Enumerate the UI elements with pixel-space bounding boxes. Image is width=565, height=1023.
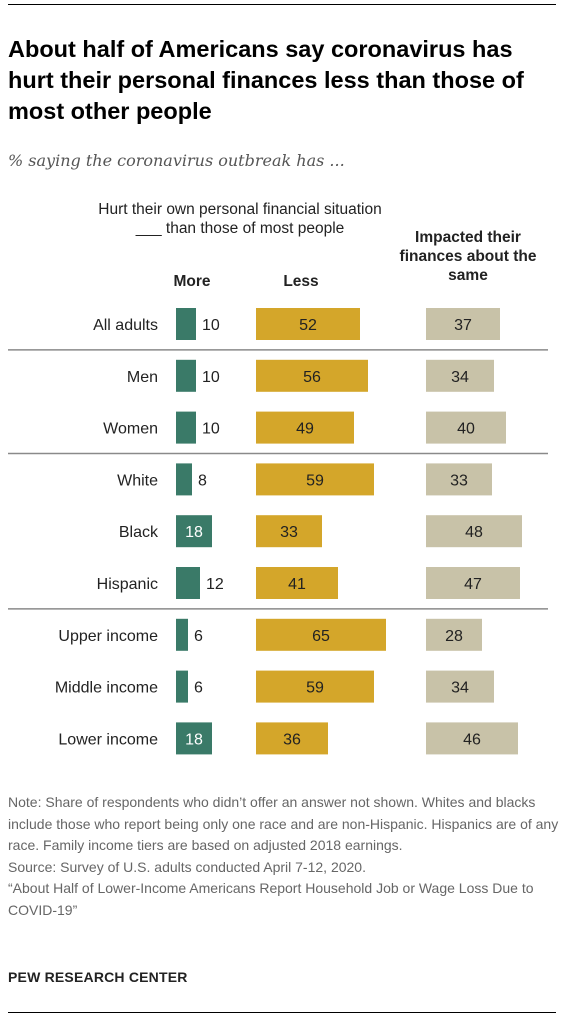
bar-more-women [176, 411, 196, 444]
value-label-more-women: 10 [202, 421, 220, 438]
row-label-lower-income: Lower income [58, 731, 158, 748]
value-label-less-men: 56 [303, 369, 321, 386]
chart-notes: Note: Share of respondents who didn’t of… [8, 792, 560, 921]
bar-less-black [256, 515, 322, 548]
bar-more-lower-income [176, 722, 212, 755]
value-label-less-all-adults: 52 [299, 317, 317, 334]
column-header-more: More [173, 273, 211, 290]
value-label-impacted-their-finances-about-the-same-hispanic: 47 [464, 576, 482, 593]
source-logo: PEW RESEARCH CENTER [8, 969, 188, 985]
value-label-less-upper-income: 65 [312, 628, 330, 645]
report-title-text: “About Half of Lower-Income Americans Re… [8, 880, 534, 918]
value-label-less-black: 33 [280, 524, 298, 541]
value-label-impacted-their-finances-about-the-same-upper-income: 28 [445, 628, 463, 645]
bottom-rule [8, 1012, 556, 1013]
column-header-less: Less [283, 273, 319, 290]
value-label-more-white: 8 [198, 472, 207, 489]
bar-less-white [256, 463, 374, 496]
value-label-less-women: 49 [296, 421, 314, 438]
value-label-more-hispanic: 12 [206, 576, 224, 593]
bar-more-black [176, 515, 212, 548]
value-label-more-men: 10 [202, 369, 220, 386]
value-label-impacted-their-finances-about-the-same-women: 40 [457, 421, 475, 438]
chart-title: About half of Americans say coronavirus … [8, 36, 524, 124]
value-label-more-black: 18 [185, 524, 203, 541]
bar-less-men [256, 359, 368, 392]
row-label-all-adults: All adults [93, 317, 158, 334]
bar-impacted-their-finances-about-the-same-all-adults [426, 308, 500, 340]
value-label-less-lower-income: 36 [283, 731, 301, 748]
value-label-less-hispanic: 41 [288, 576, 306, 593]
row-label-white: White [117, 472, 158, 489]
bar-more-all-adults [176, 308, 196, 340]
column-header-description: Hurt their own personal financial situat… [98, 201, 382, 237]
bar-less-middle-income [256, 670, 374, 703]
bar-less-upper-income [256, 618, 386, 651]
bar-more-men [176, 359, 196, 392]
column-header-same: Impacted their finances about the same [399, 229, 537, 284]
bar-impacted-their-finances-about-the-same-hispanic [426, 567, 520, 599]
value-label-more-all-adults: 10 [202, 317, 220, 334]
bar-impacted-their-finances-about-the-same-lower-income [426, 722, 518, 755]
row-label-men: Men [127, 369, 158, 386]
source-text: Source: Survey of U.S. adults conducted … [8, 858, 366, 875]
bar-impacted-their-finances-about-the-same-upper-income [426, 618, 482, 651]
bar-more-white [176, 463, 192, 496]
value-label-more-lower-income: 18 [185, 731, 203, 748]
bar-less-all-adults [256, 308, 360, 340]
value-label-impacted-their-finances-about-the-same-all-adults: 37 [454, 317, 472, 334]
value-label-impacted-their-finances-about-the-same-middle-income: 34 [451, 680, 469, 697]
bar-impacted-their-finances-about-the-same-men [426, 359, 494, 392]
bar-impacted-their-finances-about-the-same-white [426, 463, 492, 496]
value-label-impacted-their-finances-about-the-same-lower-income: 46 [463, 731, 481, 748]
value-label-less-middle-income: 59 [306, 680, 324, 697]
note-text: Note: Share of respondents who didn’t of… [8, 794, 559, 853]
row-label-hispanic: Hispanic [97, 576, 158, 593]
row-label-women: Women [103, 421, 158, 438]
bar-impacted-their-finances-about-the-same-black [426, 515, 522, 548]
bar-less-hispanic [256, 567, 338, 599]
value-label-more-middle-income: 6 [194, 680, 203, 697]
bar-impacted-their-finances-about-the-same-women [426, 411, 506, 444]
value-label-impacted-their-finances-about-the-same-white: 33 [450, 472, 468, 489]
row-label-upper-income: Upper income [58, 628, 158, 645]
value-label-less-white: 59 [306, 472, 324, 489]
bar-more-upper-income [176, 618, 188, 651]
row-label-black: Black [119, 524, 159, 541]
bar-less-women [256, 411, 354, 444]
bar-impacted-their-finances-about-the-same-middle-income [426, 670, 494, 703]
bar-more-hispanic [176, 567, 200, 599]
value-label-more-upper-income: 6 [194, 628, 203, 645]
bar-less-lower-income [256, 722, 328, 755]
value-label-impacted-their-finances-about-the-same-black: 48 [465, 524, 483, 541]
row-label-middle-income: Middle income [55, 680, 158, 697]
value-label-impacted-their-finances-about-the-same-men: 34 [451, 369, 469, 386]
bar-more-middle-income [176, 670, 188, 703]
top-rule [8, 4, 556, 5]
chart-subtitle: % saying the coronavirus outbreak has ..… [8, 151, 345, 170]
bar-chart: All adults 10 52 37 Men 10 56 34 Women 10 49 40 Whit… [8, 308, 548, 755]
